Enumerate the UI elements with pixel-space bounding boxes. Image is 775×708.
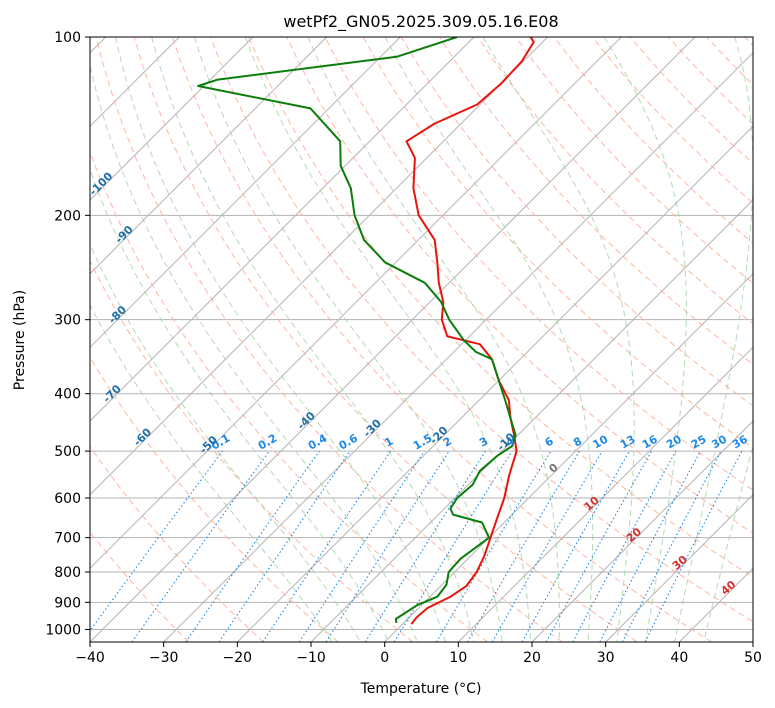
isotherm-line (90, 37, 622, 570)
mixing-ratio-line (131, 450, 270, 642)
moist-adiabat-line (90, 243, 362, 642)
dry-adiabat-line (286, 37, 753, 534)
isotherm-line (605, 493, 753, 642)
y-axis-label: Pressure (hPa) (12, 290, 28, 390)
y-tick-label: 400 (54, 387, 81, 403)
x-tick-label: 30 (597, 650, 615, 666)
moist-adiabat-line (245, 37, 532, 642)
moist-adiabat-line (193, 37, 503, 642)
mixing-ratio-line (545, 450, 653, 642)
plot-frame (89, 36, 754, 643)
moist-adiabat-line (114, 37, 447, 642)
isotherm-line (236, 125, 753, 642)
dry-adiabat-line (248, 37, 753, 578)
dry-adiabat-line (324, 37, 753, 491)
isotherm-line (531, 420, 753, 642)
moist-adiabat-line (307, 37, 560, 642)
moist-adiabat-line (603, 37, 687, 642)
isotherm-line (90, 37, 254, 201)
dry-adiabat-line (95, 37, 563, 642)
y-tick-label: 600 (54, 491, 81, 507)
isotherm-line (90, 37, 401, 349)
x-tick-label: −30 (149, 650, 179, 666)
dry-adiabat-line (90, 259, 414, 642)
x-tick-label: 0 (380, 650, 389, 666)
mixing-ratio-line (185, 450, 320, 642)
dry-adiabat-line (515, 37, 753, 284)
y-tick-label: 800 (54, 565, 81, 581)
moist-adiabat-line (151, 37, 475, 642)
isotherm-line (90, 37, 696, 642)
y-tick-label: 700 (54, 531, 81, 547)
x-axis-label: Temperature (°C) (360, 681, 482, 697)
mixing-ratio-line (572, 450, 677, 642)
y-tick-label: 200 (54, 208, 81, 224)
chart-title: wetPf2_GN05.2025.309.05.16.E08 (283, 12, 558, 32)
x-tick-label: 10 (449, 650, 467, 666)
moist-adiabat-line (90, 63, 418, 642)
dry-adiabat-line (210, 37, 753, 623)
mixing-ratio-line (393, 450, 513, 642)
temperature-profile (405, 37, 535, 625)
dry-adiabat-line (90, 445, 264, 642)
moist-adiabat-line (703, 443, 753, 642)
mixing-ratio-line (298, 450, 425, 642)
moist-adiabat-line (674, 37, 753, 642)
dry-adiabat-line (171, 37, 712, 642)
y-tick-label: 100 (54, 30, 81, 46)
dewpoint-profile (197, 37, 517, 624)
isotherm-line (90, 37, 549, 496)
x-tick-label: 20 (523, 650, 541, 666)
moist-adiabat-line (482, 37, 635, 642)
isotherm-line (163, 51, 753, 642)
y-tick-label: 500 (54, 444, 81, 460)
moist-adiabat-line (384, 37, 594, 642)
axes: −40 −30 −20 −10 0 10 20 30 40 50 100 200 300 400 500 60… (45, 30, 762, 666)
moist-adiabat-line (90, 303, 333, 642)
x-tick-label: 50 (744, 650, 762, 666)
x-tick-label: −40 (75, 650, 105, 666)
y-tick-label: 1000 (45, 622, 81, 638)
isotherm-line (90, 37, 475, 422)
plot-area (90, 37, 753, 642)
dry-adiabat-line (90, 356, 339, 642)
x-tick-label: 40 (670, 650, 688, 666)
y-tick-label: 900 (54, 595, 81, 611)
x-tick-label: −20 (223, 650, 253, 666)
mixing-ratio-line (218, 450, 351, 642)
mixing-ratio-line (521, 450, 630, 642)
dry-adiabat-line (133, 37, 638, 642)
mixing-ratio-line (90, 450, 223, 632)
isotherm-line (90, 37, 328, 275)
moist-adiabat-line (90, 168, 390, 642)
mixing-ratio-line (644, 450, 743, 642)
mixing-ratio-line (262, 450, 392, 642)
isotherm-line (457, 346, 753, 642)
x-tick-label: −10 (296, 650, 326, 666)
y-tick-label: 300 (54, 313, 81, 329)
mixing-ratio-line (325, 450, 450, 642)
